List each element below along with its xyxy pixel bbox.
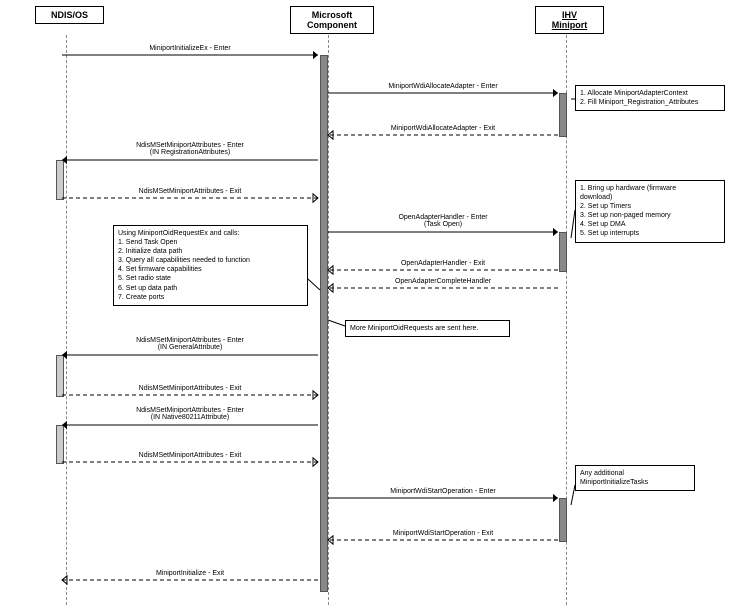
activation-a2 xyxy=(559,93,567,137)
msg-m12: NdisMSetMiniportAttributes - Exit xyxy=(110,452,270,459)
activation-a7 xyxy=(559,498,567,542)
note-n1: 1. Allocate MiniportAdapterContext2. Fil… xyxy=(575,85,725,111)
msg-m2: MiniportWdiAllocateAdapter - Enter xyxy=(363,83,523,90)
activation-a5 xyxy=(56,355,64,397)
msg-m13: MiniportWdiStartOperation - Enter xyxy=(363,488,523,495)
msg-m8: OpenAdapterCompleteHandler xyxy=(363,278,523,285)
msg-m11: NdisMSetMiniportAttributes - Enter(IN Na… xyxy=(110,407,270,421)
activation-a3 xyxy=(56,160,64,200)
msg-m6: OpenAdapterHandler - Enter(Task Open) xyxy=(363,214,523,228)
participant-p3: IHVMiniport xyxy=(535,6,604,34)
note-n5: Any additionalMiniportInitializeTasks xyxy=(575,465,695,491)
activation-a4 xyxy=(559,232,567,272)
msg-m4: NdisMSetMiniportAttributes - Enter(IN Re… xyxy=(110,142,270,156)
note-n3: Using MiniportOidRequestEx and calls:1. … xyxy=(113,225,308,306)
msg-m1: MiniportInitializeEx - Enter xyxy=(110,45,270,52)
participant-p1: NDIS/OS xyxy=(35,6,104,24)
msg-m10: NdisMSetMiniportAttributes - Exit xyxy=(110,385,270,392)
note-n2: 1. Bring up hardware (firmware download)… xyxy=(575,180,725,243)
activation-a1 xyxy=(320,55,328,592)
msg-m9: NdisMSetMiniportAttributes - Enter(IN Ge… xyxy=(110,337,270,351)
lifeline-p1 xyxy=(66,35,67,605)
participant-p2: MicrosoftComponent xyxy=(290,6,374,34)
msg-m5: NdisMSetMiniportAttributes - Exit xyxy=(110,188,270,195)
activation-a6 xyxy=(56,425,64,464)
note-n4: More MiniportOidRequests are sent here. xyxy=(345,320,510,337)
msg-m3: MiniportWdiAllocateAdapter - Exit xyxy=(363,125,523,132)
msg-m7: OpenAdapterHandler - Exit xyxy=(363,260,523,267)
msg-m15: MiniportInitialize - Exit xyxy=(110,570,270,577)
lifeline-p2 xyxy=(328,35,329,605)
msg-m14: MiniportWdiStartOperation - Exit xyxy=(363,530,523,537)
